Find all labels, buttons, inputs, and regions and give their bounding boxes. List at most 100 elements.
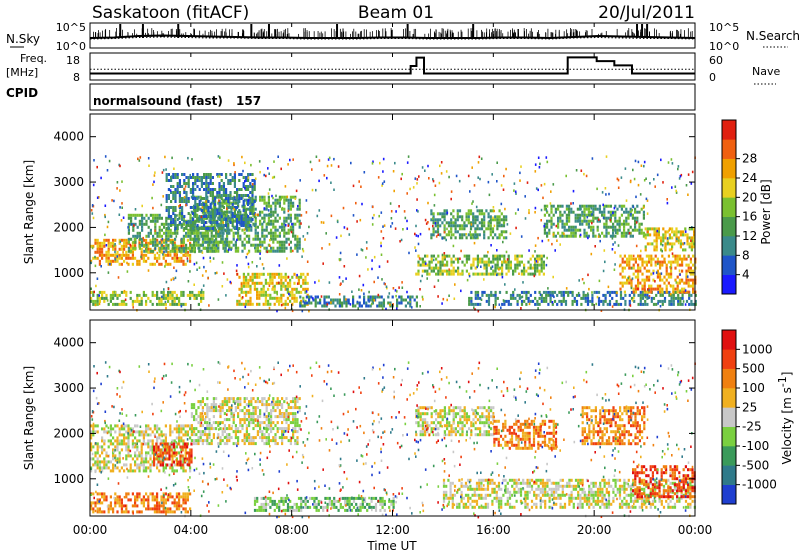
heatmap-cell — [667, 272, 670, 276]
heatmap-speck — [605, 193, 607, 196]
heatmap-cell — [662, 239, 665, 243]
heatmap-cell — [293, 296, 296, 300]
heatmap-cell — [222, 213, 225, 217]
heatmap-cell — [167, 296, 170, 300]
heatmap-speck — [147, 157, 150, 160]
heatmap-cell — [186, 433, 189, 437]
heatmap-cell — [176, 173, 179, 176]
heatmap-cell — [149, 439, 152, 443]
heatmap-cell — [626, 278, 629, 282]
heatmap-cell — [127, 256, 130, 260]
heatmap-cell — [263, 201, 266, 205]
heatmap-cell — [441, 215, 444, 219]
heatmap-cell — [693, 245, 696, 249]
heatmap-cell — [692, 254, 695, 258]
heatmap-cell — [598, 210, 601, 214]
heatmap-cell — [169, 228, 172, 232]
heatmap-cell — [190, 237, 193, 241]
heatmap-cell — [164, 424, 167, 428]
heatmap-cell — [690, 239, 693, 243]
heatmap-speck — [588, 287, 590, 291]
heatmap-cell — [145, 451, 148, 455]
heatmap-cell — [165, 173, 168, 176]
heatmap-cell — [123, 442, 126, 446]
heatmap-cell — [653, 245, 656, 249]
heatmap-cell — [156, 234, 159, 238]
heatmap-cell — [199, 207, 202, 211]
heatmap-cell — [193, 207, 196, 211]
heatmap-cell — [145, 427, 148, 431]
heatmap-cell — [170, 224, 173, 227]
heatmap-cell — [527, 290, 530, 294]
heatmap-cell — [247, 173, 250, 176]
heatmap-cell — [103, 299, 106, 303]
heatmap-speck — [217, 155, 220, 158]
heatmap-speck — [245, 256, 248, 259]
heatmap-cell — [209, 182, 212, 185]
heatmap-cell — [260, 287, 263, 291]
heatmap-cell — [107, 460, 110, 464]
heatmap-cell — [463, 263, 466, 267]
heatmap-speck — [292, 249, 294, 253]
heatmap-cell — [281, 222, 284, 226]
heatmap-cell — [286, 287, 289, 291]
heatmap-cell — [693, 236, 696, 240]
heatmap-speck — [328, 243, 331, 246]
heatmap-cell — [154, 231, 157, 235]
heatmap-cell — [187, 200, 190, 203]
heatmap-cell — [310, 295, 313, 299]
heatmap-cell — [201, 234, 204, 238]
heatmap-cell — [571, 299, 574, 303]
heatmap-cell — [103, 448, 106, 452]
heatmap-cell — [437, 260, 440, 264]
heatmap-speck — [330, 301, 332, 304]
heatmap-speck — [646, 212, 649, 215]
heatmap-cell — [169, 433, 172, 437]
heatmap-cell — [616, 207, 619, 211]
heatmap-cell — [693, 242, 696, 246]
heatmap-cell — [141, 240, 144, 244]
heatmap-cell — [657, 230, 660, 234]
heatmap-cell — [165, 240, 168, 244]
heatmap-cell — [210, 207, 213, 211]
heatmap-cell — [606, 290, 609, 294]
heatmap-cell — [667, 275, 670, 279]
heatmap-cell — [116, 293, 119, 297]
heatmap-cell — [134, 244, 137, 248]
heatmap-speck — [500, 306, 502, 309]
heatmap-cell — [683, 257, 686, 261]
heatmap-cell — [496, 218, 499, 222]
heatmap-cell — [580, 302, 583, 306]
heatmap-speck — [174, 206, 177, 210]
heatmap-cell — [90, 457, 93, 461]
heatmap-cell — [169, 238, 172, 242]
heatmap-cell — [505, 263, 508, 267]
heatmap-cell — [661, 260, 664, 264]
heatmap-cell — [153, 424, 156, 428]
heatmap-cell — [212, 228, 215, 232]
heatmap-speck — [119, 164, 121, 168]
heatmap-cell — [242, 278, 245, 282]
heatmap-speck — [400, 177, 402, 181]
heatmap-cell — [681, 269, 684, 273]
heatmap-cell — [233, 179, 236, 182]
heatmap-cell — [180, 302, 183, 306]
heatmap-cell — [581, 222, 584, 226]
heatmap-speck — [162, 168, 165, 172]
heatmap-speck — [217, 230, 220, 233]
heatmap-speck — [109, 262, 111, 266]
heatmap-cell — [240, 197, 243, 200]
heatmap-cell — [163, 246, 166, 250]
heatmap-cell — [238, 188, 241, 191]
heatmap-cell — [602, 293, 605, 297]
heatmap-speck — [534, 170, 537, 173]
heatmap-cell — [259, 210, 262, 214]
heatmap-cell — [570, 228, 573, 232]
heatmap-cell — [118, 302, 121, 306]
heatmap-cell — [489, 221, 492, 225]
heatmap-cell — [289, 293, 292, 297]
colorbar-tick-label: 20 — [742, 190, 757, 204]
heatmap-cell — [96, 442, 99, 446]
heatmap-cell — [103, 430, 106, 434]
heatmap-speck — [629, 304, 632, 307]
